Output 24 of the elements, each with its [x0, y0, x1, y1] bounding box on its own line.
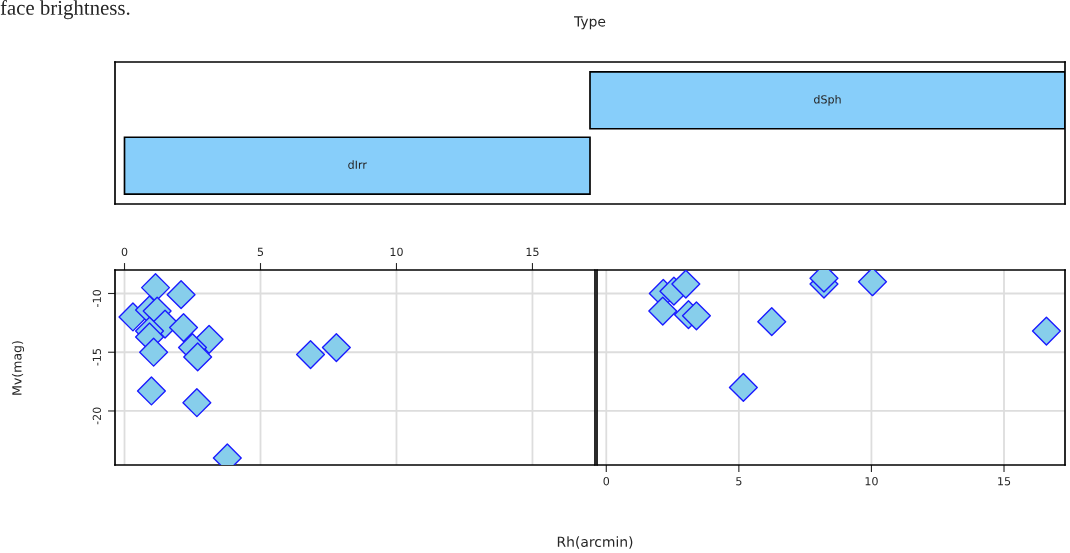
x-tick-label: 15	[526, 247, 539, 257]
point	[728, 372, 758, 403]
point	[757, 307, 787, 337]
category-label: dSph	[814, 94, 841, 106]
x-tick-label: 15	[998, 477, 1011, 486]
y-axis-title: Mv(mag)	[11, 341, 25, 395]
y-tick-label: -10	[92, 290, 102, 307]
x-tick-label: 5	[257, 247, 264, 257]
point	[1031, 316, 1062, 346]
x-tick-label: 10	[390, 247, 403, 257]
point	[648, 296, 678, 326]
x-tick-label: 0	[121, 247, 128, 257]
x-axis-title: Rh(arcmin)	[557, 536, 633, 549]
y-tick-label: -20	[92, 407, 102, 425]
x-tick-label: 10	[865, 477, 878, 486]
point	[671, 270, 701, 299]
x-tick-label: 0	[603, 477, 610, 486]
text: Type	[574, 16, 606, 30]
y-tick-label: -15	[92, 348, 102, 366]
point	[681, 301, 712, 331]
point	[857, 270, 888, 297]
x-tick-label: 5	[736, 477, 742, 486]
category-label: dIrr	[348, 160, 367, 169]
text: face brightness.	[0, 0, 130, 20]
